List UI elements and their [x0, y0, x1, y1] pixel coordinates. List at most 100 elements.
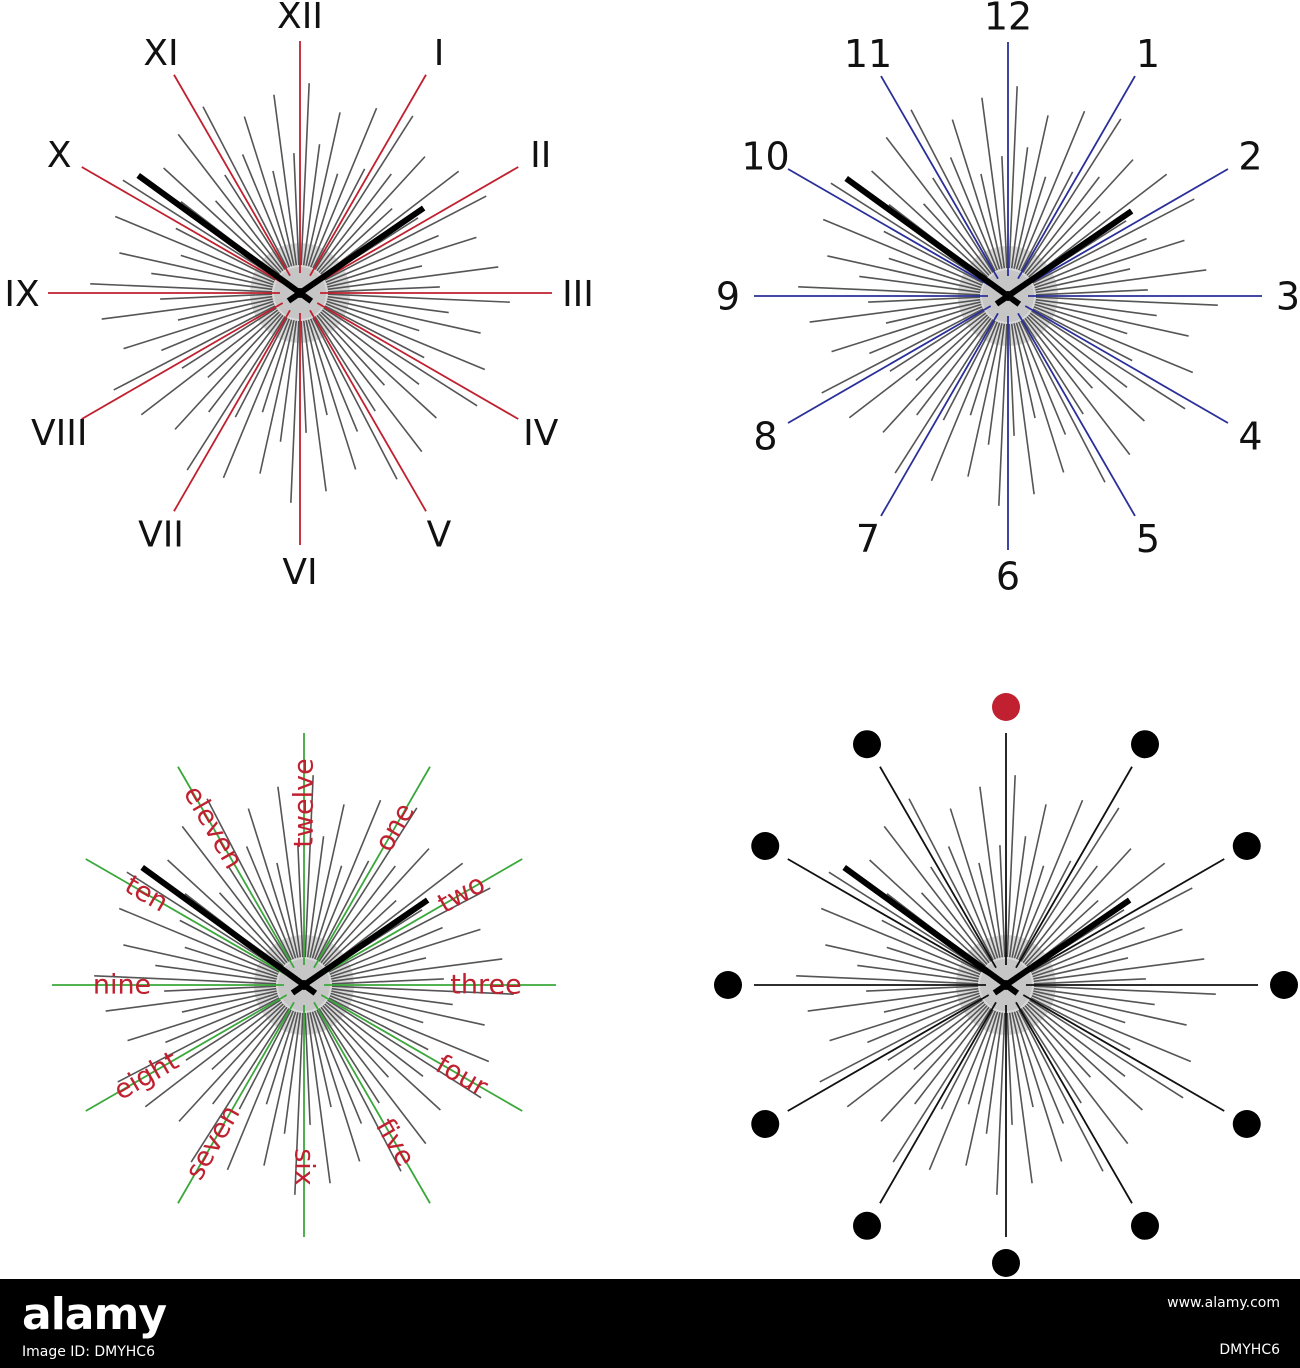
minor-tick	[807, 987, 979, 1012]
minor-tick	[1008, 323, 1015, 436]
minor-tick	[306, 836, 325, 958]
minor-tick	[202, 106, 288, 269]
minor-tick	[1029, 312, 1128, 388]
minor-tick	[273, 94, 298, 266]
hour-marker-dot	[1232, 1110, 1261, 1138]
minor-tick	[328, 887, 491, 973]
minor-tick	[243, 116, 293, 267]
minor-tick	[331, 990, 485, 1026]
minor-tick	[798, 286, 981, 296]
minor-tick	[940, 1009, 994, 1110]
minor-tick	[1006, 1012, 1013, 1125]
minor-tick	[951, 119, 1001, 270]
minor-tick	[263, 1012, 299, 1166]
minor-tick	[123, 300, 274, 350]
minor-tick	[309, 804, 345, 958]
minor-tick	[987, 323, 1006, 445]
minor-tick	[920, 892, 988, 965]
hour-line	[879, 766, 997, 969]
minor-tick	[942, 320, 996, 421]
minor-tick	[1034, 303, 1128, 335]
hour-label: 7	[856, 517, 880, 561]
minor-tick	[967, 1011, 999, 1105]
minor-tick	[883, 825, 990, 964]
minor-tick	[181, 307, 277, 369]
hour-label: 8	[753, 415, 777, 459]
hour-marker-dot	[714, 971, 742, 999]
hour-line	[85, 994, 288, 1112]
minor-tick	[1020, 171, 1074, 272]
minor-tick	[1032, 308, 1133, 362]
minor-tick	[1031, 994, 1192, 1063]
hour-line	[880, 75, 999, 280]
minor-tick	[829, 992, 980, 1042]
hour-marker-dot	[1131, 730, 1159, 759]
minor-tick	[311, 865, 343, 959]
minor-tick	[867, 994, 981, 1044]
minor-tick	[885, 136, 992, 275]
hour-line	[787, 858, 990, 976]
minor-tick	[1020, 807, 1120, 962]
hour-label: 1	[1136, 32, 1160, 76]
minor-tick	[1022, 319, 1084, 415]
minor-tick	[868, 296, 981, 303]
minor-tick	[306, 1012, 331, 1184]
minor-tick	[300, 83, 310, 266]
minor-tick	[916, 317, 992, 416]
minor-tick	[885, 301, 981, 324]
minor-tick	[174, 313, 282, 430]
minor-tick	[1033, 987, 1155, 1006]
minor-tick	[846, 1001, 985, 1108]
hour-label: V	[427, 515, 452, 556]
minor-tick	[887, 999, 983, 1061]
minor-tick	[316, 173, 392, 272]
minor-tick	[185, 999, 281, 1061]
dot-marker-clock	[714, 693, 1298, 1277]
minor-tick	[316, 860, 370, 961]
minor-tick	[881, 919, 982, 973]
minor-tick	[245, 846, 295, 960]
minor-tick	[327, 999, 482, 1099]
hour-line	[316, 302, 519, 420]
minor-tick	[821, 308, 984, 394]
minor-tick	[1035, 296, 1218, 306]
hour-label: eight	[109, 1045, 184, 1106]
hour-label: III	[562, 274, 594, 315]
minor-tick	[796, 975, 979, 985]
twelve-marker-dot	[992, 693, 1020, 721]
hour-line	[1017, 75, 1136, 280]
minor-tick	[305, 320, 328, 416]
minor-tick	[1010, 147, 1029, 269]
minor-tick	[178, 1005, 286, 1122]
minor-tick	[822, 218, 983, 287]
minor-tick	[1032, 992, 1126, 1024]
hour-line	[787, 994, 990, 1112]
minor-tick	[1017, 321, 1067, 435]
minor-tick	[320, 1006, 427, 1145]
minor-tick	[276, 862, 299, 958]
minor-tick	[314, 316, 376, 412]
minor-tick	[311, 1011, 361, 1162]
minor-tick	[1020, 320, 1106, 483]
hour-line	[787, 168, 992, 287]
minor-tick	[214, 200, 282, 273]
hour-label: two	[433, 868, 491, 919]
minor-tick	[999, 845, 1006, 958]
hour-marker-dot	[751, 832, 780, 860]
minor-tick	[910, 109, 996, 272]
minor-tick	[830, 182, 985, 282]
footer-url[interactable]: www.alamy.com	[1167, 1295, 1280, 1311]
minor-tick	[1035, 289, 1148, 296]
minor-tick	[294, 1012, 304, 1195]
minor-tick	[1027, 1001, 1126, 1077]
minor-tick	[1026, 1003, 1143, 1111]
hour-label: 10	[741, 135, 789, 179]
minor-tick	[913, 1003, 986, 1071]
minor-tick	[164, 985, 277, 992]
minor-tick	[882, 316, 990, 433]
minor-tick	[331, 987, 453, 1006]
minor-tick	[331, 957, 427, 980]
minor-tick	[831, 303, 982, 353]
minor-tick	[327, 293, 510, 303]
